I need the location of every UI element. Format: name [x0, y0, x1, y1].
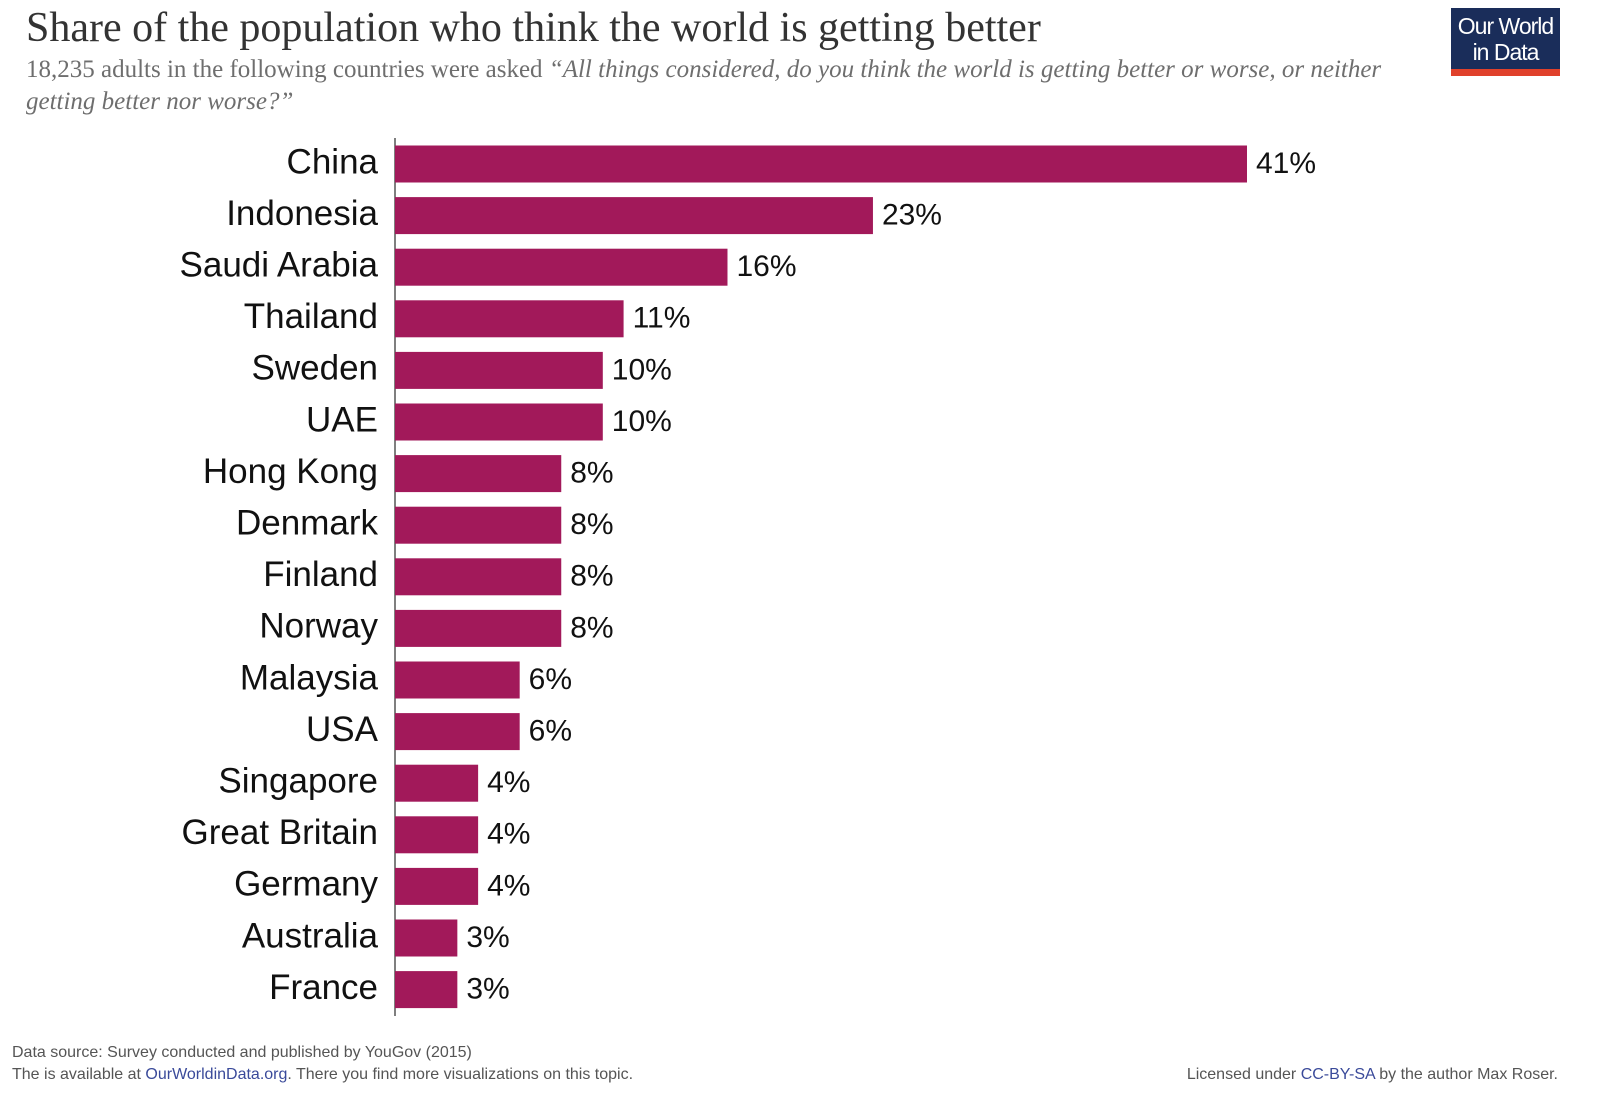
bar [395, 971, 458, 1009]
bar [395, 867, 479, 905]
text: . There you find more visualizations on … [287, 1066, 634, 1083]
bar [395, 197, 873, 235]
category-label: Malaysia [240, 658, 379, 697]
bar [395, 661, 520, 699]
text: by the author Max Roser. [1374, 1066, 1558, 1083]
value-label: 3% [466, 973, 509, 1006]
category-label: Singapore [218, 761, 378, 800]
value-label: 10% [612, 353, 672, 386]
category-label: Hong Kong [203, 452, 378, 491]
source: Data source: Survey conducted and publis… [12, 1044, 472, 1061]
value-label: 4% [487, 818, 530, 851]
question: “All things considered, do you think the… [26, 56, 1382, 115]
text: The is available at [12, 1066, 146, 1083]
bar [395, 713, 520, 751]
bar [395, 248, 728, 286]
value-label: 23% [882, 199, 942, 232]
category-label: Germany [234, 865, 378, 904]
category-label: Denmark [236, 503, 378, 542]
category-label: Sweden [252, 349, 378, 388]
chart-title: Share of the population who think the wo… [26, 5, 1041, 51]
bar [395, 351, 603, 389]
value-label: 8% [570, 611, 613, 644]
category-label: Saudi Arabia [180, 245, 379, 284]
category-label: China [287, 142, 379, 181]
subtitle: 18,235 adults in the following countries… [26, 54, 1426, 118]
value-label: 10% [612, 405, 672, 438]
text: Licensed under [1186, 1066, 1301, 1083]
bar [395, 609, 562, 647]
value-label: 41% [1256, 147, 1316, 180]
bar [395, 506, 562, 544]
value-label: 8% [570, 560, 613, 593]
bar [395, 816, 479, 854]
subtitle-text: 18,235 adults in the following countries… [26, 56, 543, 83]
availability: The is available at OurWorldinData.org. … [12, 1066, 633, 1084]
value-label: 4% [487, 869, 530, 902]
value-label: 4% [487, 766, 530, 799]
value-label: 8% [570, 457, 613, 490]
link[interactable]: CC-BY-SA [1300, 1066, 1375, 1083]
category-label: France [269, 968, 378, 1007]
value-label: 3% [466, 921, 509, 954]
category-label: Thailand [244, 297, 378, 336]
bar [395, 403, 603, 441]
logo[interactable]: Our World in Data [1451, 8, 1560, 76]
category-label: Great Britain [182, 813, 378, 852]
value-label: 8% [570, 508, 613, 541]
value-label: 6% [529, 663, 572, 696]
bar [395, 455, 562, 493]
link[interactable]: OurWorldinData.org [145, 1066, 288, 1083]
category-label: Norway [259, 607, 378, 646]
value-label: 16% [736, 250, 796, 283]
logo-line: Our World [1457, 13, 1554, 39]
category-label: Australia [242, 916, 379, 955]
value-label: 11% [633, 302, 691, 335]
bar [395, 764, 479, 802]
logo-line: in Data [1472, 39, 1540, 65]
bar [395, 300, 624, 338]
category-label: UAE [306, 400, 378, 439]
category-label: Finland [263, 555, 378, 594]
category-label: USA [306, 710, 379, 749]
category-label: Indonesia [226, 194, 378, 233]
value-label: 6% [529, 715, 572, 748]
bar [395, 145, 1247, 183]
bar [395, 558, 562, 596]
license: Licensed under CC-BY-SA by the author Ma… [1187, 1066, 1558, 1084]
bar [395, 919, 458, 957]
